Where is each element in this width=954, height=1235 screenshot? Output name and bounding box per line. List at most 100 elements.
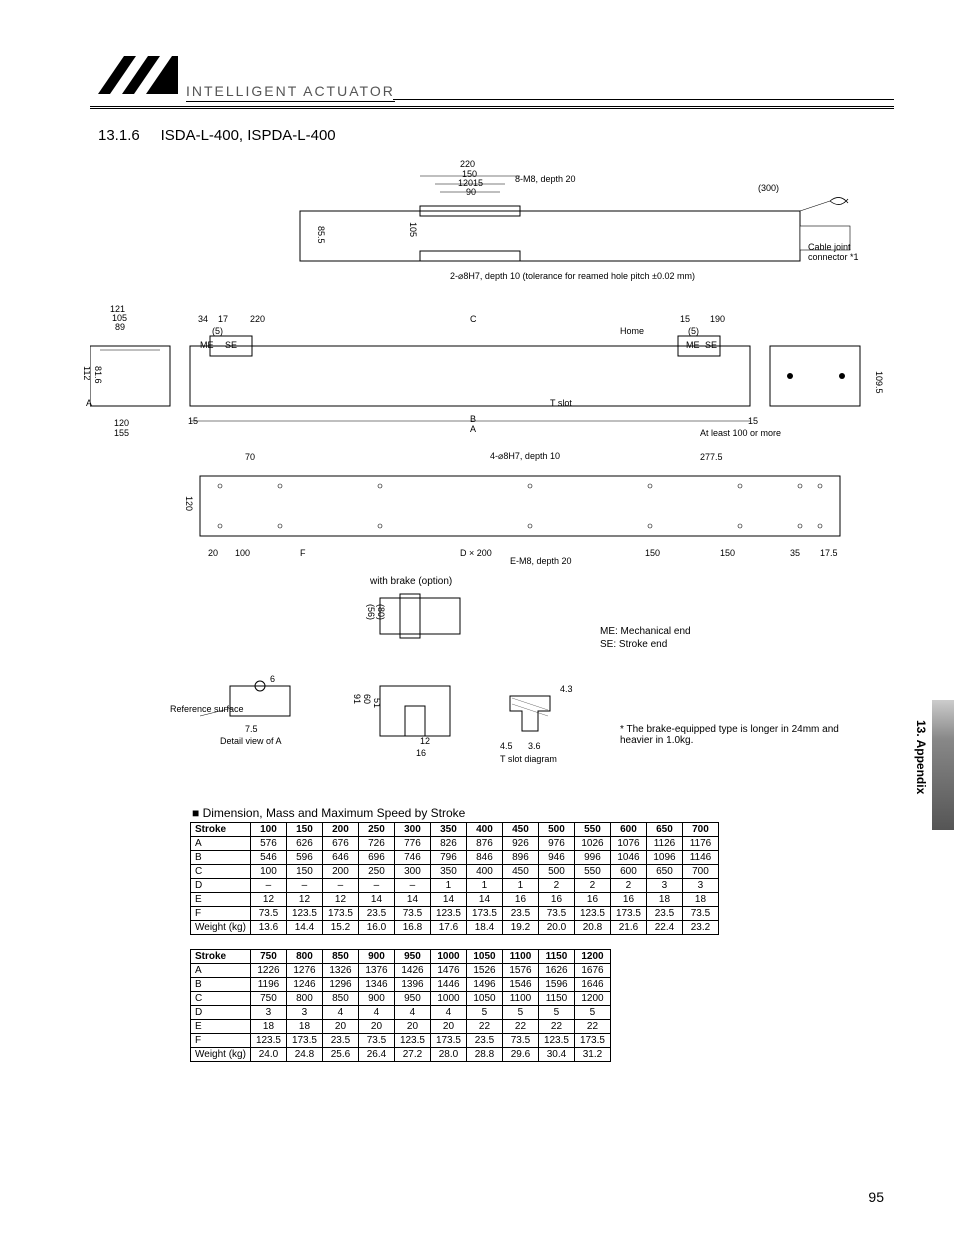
table-cell: 500 xyxy=(538,865,574,879)
table-cell: 16 xyxy=(610,893,646,907)
dim-150b: 150 xyxy=(720,548,735,558)
table-header: 950 xyxy=(394,950,430,964)
table-cell: 1646 xyxy=(574,978,610,992)
table-cell: 73.5 xyxy=(538,907,574,921)
tslot-45: 4.5 xyxy=(500,741,513,751)
table-cell: 3 xyxy=(646,879,682,893)
table-cell: 5 xyxy=(574,1006,610,1020)
table-row: A122612761326137614261476152615761626167… xyxy=(191,964,611,978)
table-cell: 18 xyxy=(646,893,682,907)
page-header: INTELLIGENT ACTUATOR xyxy=(90,50,894,109)
table-cell: 1496 xyxy=(466,978,502,992)
table-cell: 18.4 xyxy=(466,921,502,935)
table-cell: 73.5 xyxy=(394,907,430,921)
table-header: 1050 xyxy=(466,950,502,964)
table-cell: 1050 xyxy=(466,992,502,1006)
table-cell: 14 xyxy=(466,893,502,907)
table-cell: 12 xyxy=(322,893,358,907)
table-cell: 1150 xyxy=(538,992,574,1006)
header-rule xyxy=(393,99,894,100)
table-cell: 726 xyxy=(358,837,394,851)
table-cell: 1346 xyxy=(358,978,394,992)
table-header: 650 xyxy=(646,823,682,837)
table-cell: 1546 xyxy=(502,978,538,992)
table-cell: 22 xyxy=(538,1020,574,1034)
table-cell: 1200 xyxy=(574,992,610,1006)
table-cell: 16.8 xyxy=(394,921,430,935)
table-cell: 28.0 xyxy=(430,1048,466,1062)
table-cell: 20 xyxy=(322,1020,358,1034)
dim-17-5: 17.5 xyxy=(820,548,838,558)
table-cell: 18 xyxy=(682,893,718,907)
table-header: 1150 xyxy=(538,950,574,964)
table-cell: 776 xyxy=(394,837,430,851)
table-cell: 1626 xyxy=(538,964,574,978)
table-cell: 14 xyxy=(430,893,466,907)
lbl-atleast: At least 100 or more xyxy=(700,428,781,438)
table-cell: 600 xyxy=(610,865,646,879)
table-cell: 73.5 xyxy=(358,1034,394,1048)
table-cell: 5 xyxy=(538,1006,574,1020)
table-header: 700 xyxy=(682,823,718,837)
table-header: 900 xyxy=(358,950,394,964)
table-cell: 1226 xyxy=(250,964,286,978)
dim-90: 90 xyxy=(466,187,476,197)
table-cell: C xyxy=(191,865,251,879)
table-row: B546596646696746796846896946996104610961… xyxy=(191,851,719,865)
table-cell: 24.8 xyxy=(286,1048,322,1062)
note-me: ME: Mechanical end xyxy=(600,626,691,637)
section-number: 13.1.6 xyxy=(98,127,140,144)
table-cell: 1676 xyxy=(574,964,610,978)
table-cell: 846 xyxy=(466,851,502,865)
table-cell: 73.5 xyxy=(502,1034,538,1048)
table-cell: 18 xyxy=(286,1020,322,1034)
table-cell: 173.5 xyxy=(286,1034,322,1048)
table-cell: 21.6 xyxy=(610,921,646,935)
ts-16: 16 xyxy=(416,748,426,758)
table-row: C100150200250300350400450500550600650700 xyxy=(191,865,719,879)
table-cell: 20.0 xyxy=(538,921,574,935)
table-header: Stroke xyxy=(191,950,251,964)
table-row: Stroke1001502002503003504004505005506006… xyxy=(191,823,719,837)
table-cell: E xyxy=(191,893,251,907)
table-row: D3344445555 xyxy=(191,1006,611,1020)
table-cell: 1076 xyxy=(610,837,646,851)
table-cell: 626 xyxy=(286,837,322,851)
detail-a-75: 7.5 xyxy=(245,724,258,734)
table-cell: 14.4 xyxy=(286,921,322,935)
table-cell: 123.5 xyxy=(538,1034,574,1048)
table-cell: 596 xyxy=(286,851,322,865)
table-cell: 100 xyxy=(250,865,286,879)
table-cell: B xyxy=(191,978,251,992)
table-cell: 796 xyxy=(430,851,466,865)
table-row: F123.5173.523.573.5123.5173.523.573.5123… xyxy=(191,1034,611,1048)
table-header: Stroke xyxy=(191,823,251,837)
callout-4d8h7: 4-⌀8H7, depth 10 xyxy=(490,451,560,462)
ts-51: 51 xyxy=(372,698,382,708)
table-cell: 173.5 xyxy=(466,907,502,921)
table-cell: 3 xyxy=(250,1006,286,1020)
table-cell: 73.5 xyxy=(682,907,718,921)
table-cell: 4 xyxy=(430,1006,466,1020)
note-se: SE: Stroke end xyxy=(600,639,667,650)
lbl-me: ME xyxy=(200,340,214,350)
table-cell: 20.8 xyxy=(574,921,610,935)
table-cell: 926 xyxy=(502,837,538,851)
table-cell: 950 xyxy=(394,992,430,1006)
table-cell: Weight (kg) xyxy=(191,921,251,935)
table-cell: 1276 xyxy=(286,964,322,978)
table-cell: 22.4 xyxy=(646,921,682,935)
table-cell: – xyxy=(286,879,322,893)
table-cell: 200 xyxy=(322,865,358,879)
dim-109-5: 109.5 xyxy=(874,371,884,394)
callout-em8: E-M8, depth 20 xyxy=(510,556,572,566)
table-cell: 12 xyxy=(250,893,286,907)
dim-155: 155 xyxy=(114,428,129,438)
table-cell: 1 xyxy=(466,879,502,893)
table-cell: 826 xyxy=(430,837,466,851)
table-cell: – xyxy=(358,879,394,893)
table-cell: 16 xyxy=(502,893,538,907)
table-header: 100 xyxy=(250,823,286,837)
lbl-se: SE xyxy=(225,340,237,350)
table-header: 200 xyxy=(322,823,358,837)
